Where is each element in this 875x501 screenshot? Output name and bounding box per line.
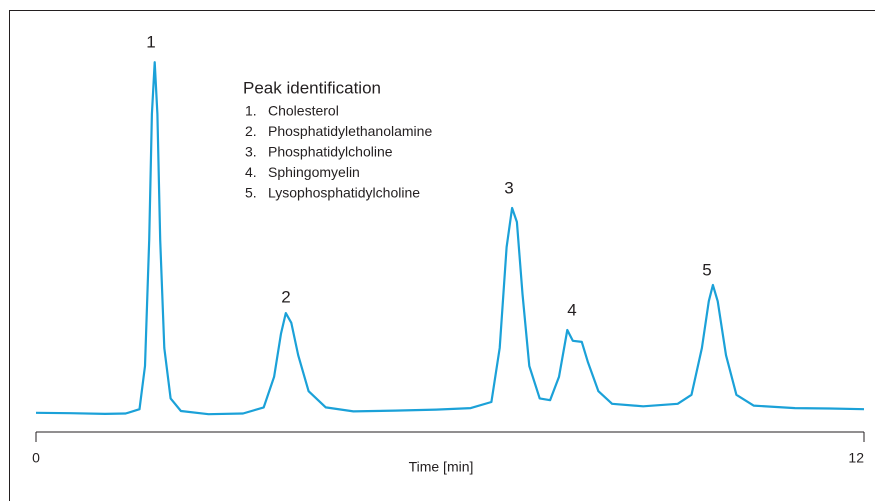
x-axis-label: Time [min]	[409, 459, 474, 475]
legend-name: Phosphatidylethanolamine	[268, 123, 432, 139]
frame	[9, 10, 875, 501]
legend-name: Cholesterol	[268, 103, 339, 119]
legend-name: Phosphatidylcholine	[268, 144, 393, 160]
legend-title: Peak identification	[243, 78, 381, 97]
legend-number: 2.	[245, 123, 257, 139]
peak-label: 2	[281, 287, 290, 306]
peak-label: 5	[702, 260, 711, 279]
legend-number: 3.	[245, 144, 257, 160]
legend-number: 1.	[245, 103, 257, 119]
peak-label: 4	[567, 300, 576, 319]
legend-name: Lysophosphatidylcholine	[268, 185, 420, 201]
peak-label: 3	[504, 178, 513, 197]
legend-name: Sphingomyelin	[268, 164, 360, 180]
legend-number: 4.	[245, 164, 257, 180]
x-tick-label: 12	[848, 450, 864, 466]
legend-number: 5.	[245, 185, 257, 201]
x-tick-label: 0	[32, 450, 40, 466]
trace	[35, 61, 865, 416]
peak-label: 1	[146, 32, 155, 51]
